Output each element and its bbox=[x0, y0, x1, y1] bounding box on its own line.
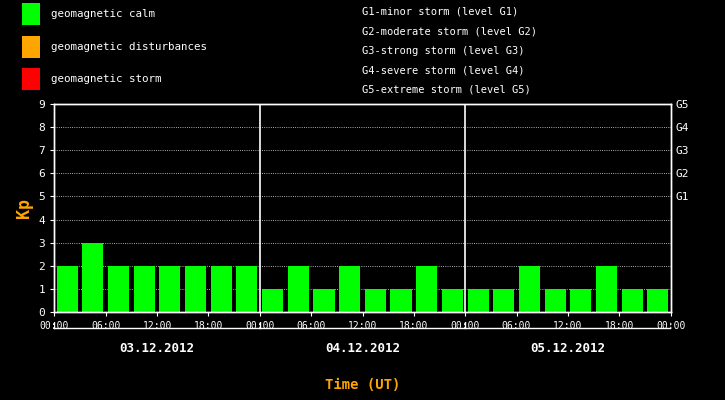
Bar bbox=[83, 243, 104, 312]
Bar bbox=[468, 289, 489, 312]
Text: G4-severe storm (level G4): G4-severe storm (level G4) bbox=[362, 66, 525, 76]
Text: G3-strong storm (level G3): G3-strong storm (level G3) bbox=[362, 46, 525, 56]
Bar bbox=[596, 266, 617, 312]
Bar bbox=[288, 266, 309, 312]
Bar bbox=[57, 266, 78, 312]
Text: geomagnetic disturbances: geomagnetic disturbances bbox=[51, 42, 207, 52]
Bar bbox=[22, 36, 40, 58]
Text: Time (UT): Time (UT) bbox=[325, 378, 400, 392]
Bar bbox=[211, 266, 232, 312]
Bar bbox=[544, 289, 566, 312]
Bar bbox=[262, 289, 283, 312]
Bar bbox=[493, 289, 514, 312]
Bar bbox=[339, 266, 360, 312]
Text: geomagnetic calm: geomagnetic calm bbox=[51, 9, 154, 19]
Bar bbox=[571, 289, 592, 312]
Bar bbox=[391, 289, 412, 312]
Bar bbox=[185, 266, 206, 312]
Text: G5-extreme storm (level G5): G5-extreme storm (level G5) bbox=[362, 85, 531, 95]
Text: 04.12.2012: 04.12.2012 bbox=[325, 342, 400, 354]
Bar bbox=[365, 289, 386, 312]
Text: 03.12.2012: 03.12.2012 bbox=[120, 342, 194, 354]
Text: G2-moderate storm (level G2): G2-moderate storm (level G2) bbox=[362, 26, 537, 36]
Bar bbox=[22, 3, 40, 25]
Y-axis label: Kp: Kp bbox=[15, 198, 33, 218]
Text: G1-minor storm (level G1): G1-minor storm (level G1) bbox=[362, 7, 519, 17]
Bar bbox=[133, 266, 154, 312]
Bar bbox=[313, 289, 334, 312]
Bar bbox=[416, 266, 437, 312]
Bar bbox=[621, 289, 642, 312]
Bar bbox=[22, 68, 40, 90]
Bar bbox=[236, 266, 257, 312]
Bar bbox=[519, 266, 540, 312]
Bar bbox=[442, 289, 463, 312]
Bar bbox=[647, 289, 668, 312]
Text: geomagnetic storm: geomagnetic storm bbox=[51, 74, 161, 84]
Bar bbox=[108, 266, 129, 312]
Bar bbox=[160, 266, 181, 312]
Text: 05.12.2012: 05.12.2012 bbox=[531, 342, 605, 354]
